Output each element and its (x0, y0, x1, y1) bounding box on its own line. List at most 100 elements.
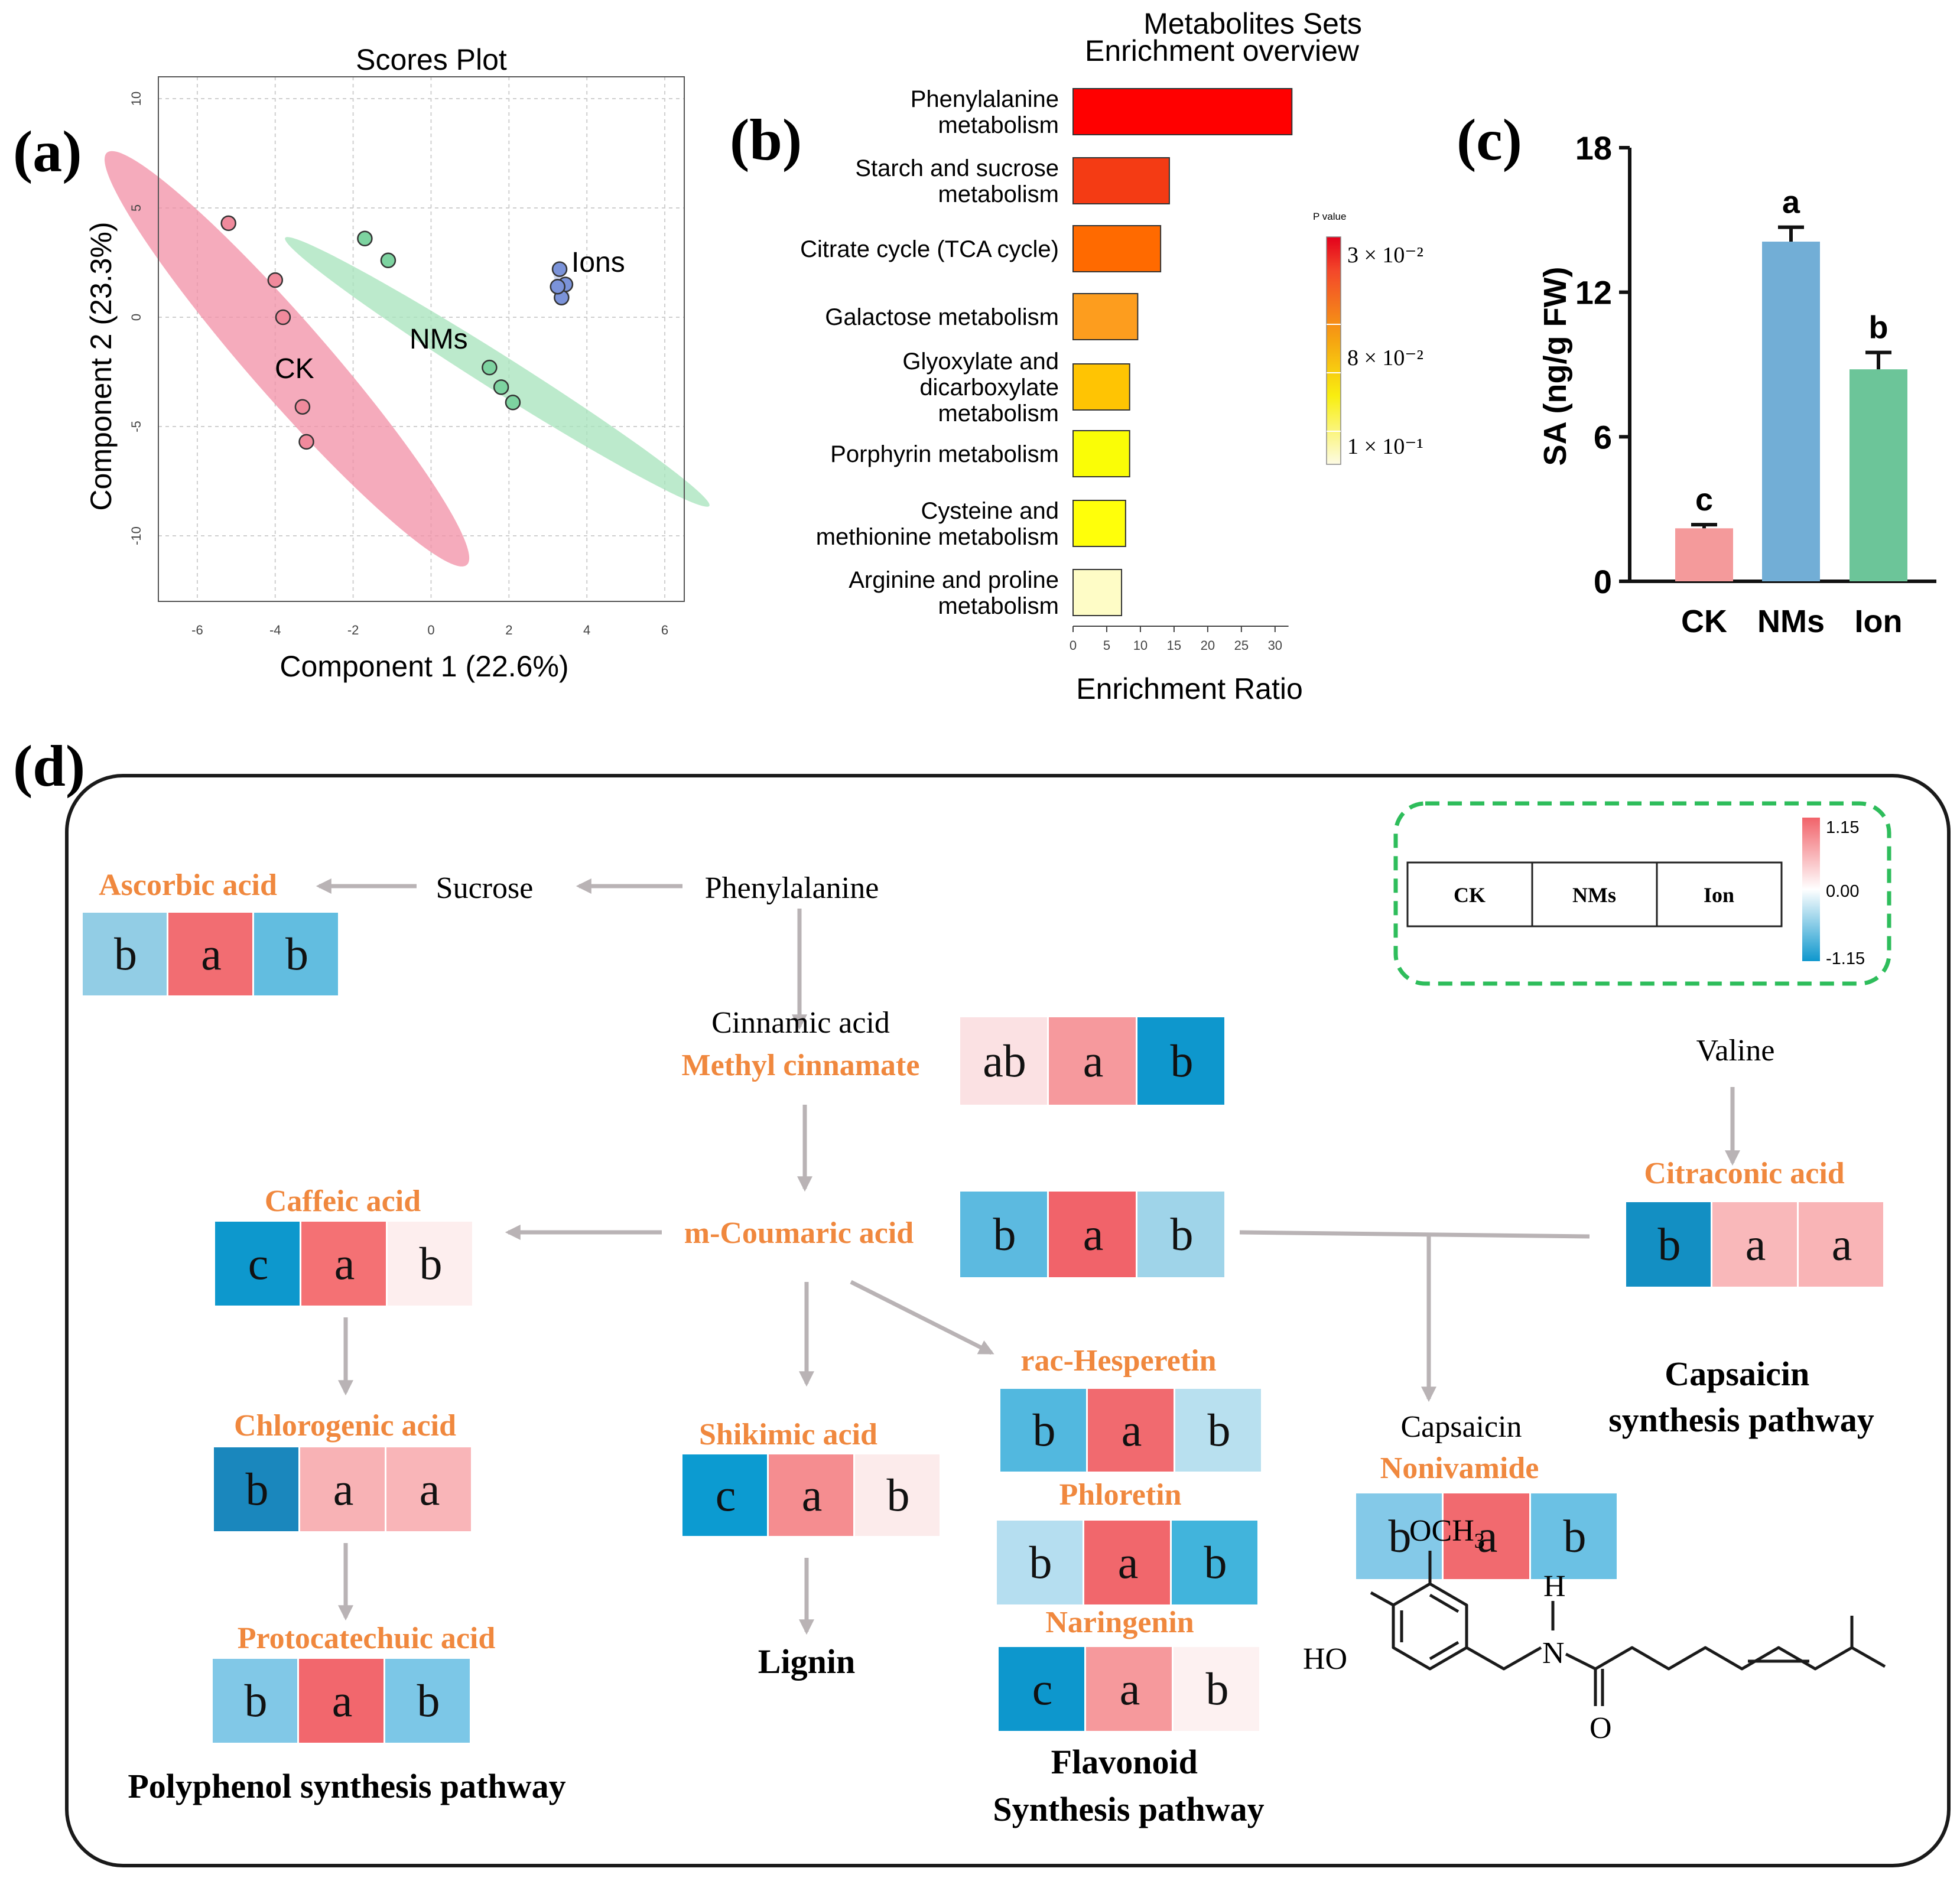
heatmap-cell-methyl-cinnamate (960, 1017, 1047, 1105)
heatmap-cell-letter: b (245, 1675, 268, 1726)
enrichment-bar (1072, 363, 1130, 411)
pvalue-colorbar (1326, 236, 1341, 465)
enrichment-xtick: 15 (1167, 638, 1181, 653)
scores-plot-xtick: -6 (191, 623, 203, 637)
legend-scale-min: -1.15 (1826, 949, 1865, 968)
label-n: N (1542, 1636, 1565, 1670)
label-capsaicin: Capsaicin (1400, 1410, 1522, 1444)
metabolite-label-methyl-cinnamate: Methyl cinnamate (682, 1049, 920, 1082)
enrichment-bar (1072, 293, 1139, 340)
sa-ytick: 6 (1594, 418, 1612, 455)
sa-significance-letter: c (1695, 482, 1713, 517)
heatmap-cell-protocatechuic-acid (213, 1659, 297, 1743)
score-point-nms (493, 379, 509, 395)
label-polyphenol-pathway: Polyphenol synthesis pathway (128, 1767, 565, 1805)
heatmap-cell-letter: a (1832, 1219, 1852, 1270)
pathway-arrows (316, 878, 1740, 1635)
scores-plot-ytick: -5 (129, 421, 144, 432)
sa-significance-letter: a (1782, 185, 1800, 220)
heatmap-cell-letter: c (716, 1469, 736, 1521)
heatmap-cell-letter: a (333, 1463, 354, 1515)
heatmap-cell-letter: a (1122, 1404, 1142, 1456)
score-point-nms (380, 252, 396, 269)
label-phenylalanine: Phenylalanine (705, 871, 879, 905)
heatmap-cell-ascorbic-acid (83, 913, 167, 995)
legend-scale-max: 1.15 (1826, 818, 1859, 837)
label-och3: OCH3 (1409, 1514, 1485, 1552)
heatmap-cell-rac-hesperetin (1000, 1389, 1086, 1472)
heatmap-cell-letter: c (248, 1238, 269, 1289)
score-point-ck (275, 309, 291, 326)
metabolite-label-shikimic-acid: Shikimic acid (699, 1418, 877, 1451)
enrichment-category-label: Arginine and proline metabolism (849, 567, 1059, 619)
sa-bar-nms (1762, 242, 1820, 581)
enrichment-xtick: 25 (1234, 638, 1249, 653)
enrichment-category-label: Galactose metabolism (825, 304, 1059, 330)
heatmap-cell-shikimic-acid (769, 1454, 853, 1536)
plain-labels: Sucrose Phenylalanine Cinnamic acid Vali… (128, 871, 1874, 1828)
heatmap-cell-letter: b (1029, 1537, 1052, 1588)
heatmap-cell-chlorogenic-acid (300, 1447, 385, 1531)
heatmap-cell-ascorbic-acid (168, 913, 252, 995)
heatmap-cell-letter: b (1204, 1537, 1227, 1588)
sa-category-label: NMs (1757, 604, 1825, 639)
panel-label-d: (d) (13, 733, 85, 799)
heatmap-cell-letter: a (1083, 1209, 1104, 1260)
legend-dashed-box (1393, 801, 1891, 986)
panel-label-c: (c) (1457, 107, 1522, 172)
heatmap-cell-citraconic-acid (1712, 1202, 1797, 1287)
heatmap-cell-nonivamide (1444, 1493, 1529, 1579)
group-label-nms: NMs (409, 324, 468, 355)
heatmap-cell-caffeic-acid (388, 1222, 472, 1306)
score-point-ck (298, 434, 314, 450)
heatmap-cell-nonivamide (1356, 1493, 1442, 1579)
scores-plot-ylabel: Component 2 (23.3%) (84, 222, 118, 510)
sa-ytick: 18 (1575, 129, 1612, 167)
heatmap-cell-letter: b (417, 1675, 440, 1726)
heatmap-cell-letter: c (1032, 1663, 1053, 1714)
score-point-ck (294, 399, 311, 415)
label-h: H (1543, 1570, 1566, 1603)
sa-significance-letter: b (1869, 310, 1889, 346)
sa-ytick: 0 (1594, 563, 1612, 600)
label-sucrose: Sucrose (436, 871, 534, 905)
heatmap-cell-citraconic-acid (1799, 1202, 1883, 1287)
heatmap-cell-nonivamide (1531, 1493, 1617, 1579)
pvalue-label-1: 3 × 10⁻² (1347, 243, 1423, 268)
scores-plot-xlabel: Component 1 (22.6%) (279, 650, 568, 683)
metabolite-label-citraconic-acid: Citraconic acid (1644, 1157, 1844, 1190)
heatmap-cell-letter: a (802, 1469, 823, 1521)
legend-colorbar (1802, 818, 1820, 961)
heatmap-cell-caffeic-acid (301, 1222, 386, 1306)
heatmap-cell-letter: a (420, 1463, 440, 1515)
heatmap-cell-phloretin (1172, 1521, 1257, 1604)
enrichment-xtick: 10 (1133, 638, 1148, 653)
confidence-ellipse-nms (285, 237, 710, 507)
sa-category-label: Ion (1855, 604, 1903, 639)
scores-plot-ytick: 5 (129, 204, 144, 211)
heatmap-cell-letter: a (1477, 1511, 1498, 1562)
enrichment-category-label: Phenylalanine metabolism (911, 86, 1059, 138)
sa-ytick: 12 (1575, 274, 1612, 311)
heatmap-cell-protocatechuic-acid (299, 1659, 383, 1743)
scores-plot-xtick: 0 (427, 623, 434, 637)
heatmap-cell-letter: b (1389, 1511, 1412, 1562)
heatmap-cell-methyl-cinnamate (1137, 1017, 1224, 1105)
scores-plot-xtick: -4 (269, 623, 281, 637)
heatmap-cell-rac-hesperetin (1175, 1389, 1261, 1472)
scores-plot-xtick: -2 (347, 623, 359, 637)
heatmap-cell-letter: b (285, 928, 308, 979)
score-point-nms (505, 395, 521, 411)
scores-plot-title: Scores Plot (356, 43, 507, 76)
pvalue-label-3: 1 × 10⁻¹ (1347, 434, 1423, 459)
scores-plot: Scores Plot Component 1 (22.6%) Componen… (84, 43, 710, 683)
enrichment-chart: Metabolites Sets Enrichment overview Phe… (800, 7, 1423, 705)
heatmap-cell-letter: b (420, 1238, 443, 1289)
enrichment-bar (1072, 430, 1130, 477)
heatmap-cell-naringenin (1086, 1647, 1172, 1731)
label-lignin: Lignin (758, 1642, 855, 1681)
enrichment-xtick: 30 (1268, 638, 1282, 653)
label-o: O (1590, 1711, 1612, 1745)
